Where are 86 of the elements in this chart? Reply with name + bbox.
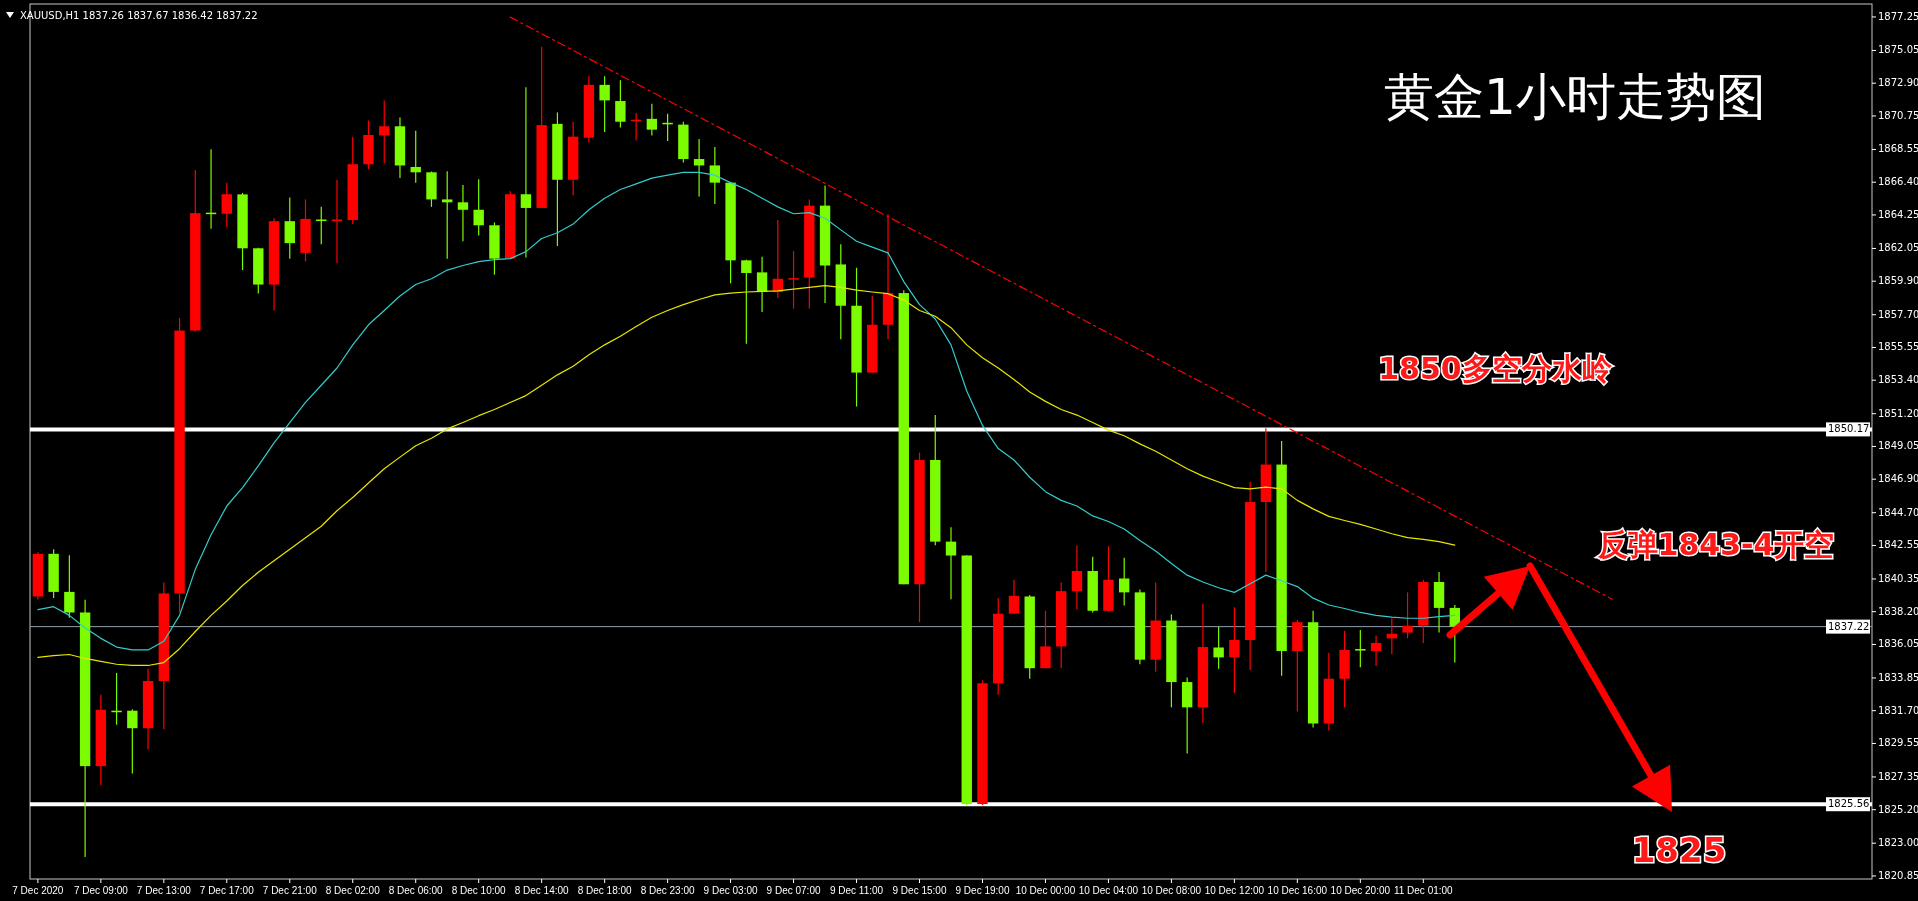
x-tick-label: 8 Dec 06:00 xyxy=(388,885,444,896)
y-tick-label: 1823.00 xyxy=(1878,837,1918,849)
ref-line-label: 1850.17 xyxy=(1828,423,1870,435)
x-tick-label: 7 Dec 17:00 xyxy=(199,885,255,896)
y-tick-label: 1842.55 xyxy=(1878,539,1918,551)
y-tick-label: 1838.20 xyxy=(1878,605,1918,617)
y-tick-label: 1868.55 xyxy=(1878,143,1918,155)
candlestick xyxy=(788,250,799,310)
candlestick xyxy=(1118,557,1130,607)
x-tick-label: 11 Dec 01:00 xyxy=(1393,885,1454,896)
y-tick-label: 1862.05 xyxy=(1878,242,1918,254)
x-tick-label: 9 Dec 03:00 xyxy=(703,885,758,896)
candlestick xyxy=(1008,579,1020,615)
candlestick xyxy=(1040,610,1051,669)
candlestick xyxy=(221,182,232,228)
candlestick xyxy=(1229,606,1240,694)
annotation: XAUUSD,H1 1837.26 1837.67 1836.42 1837.22 xyxy=(20,10,258,21)
y-tick-label: 1831.70 xyxy=(1878,704,1918,716)
candlestick xyxy=(1370,634,1382,667)
x-tick-label: 8 Dec 02:00 xyxy=(325,885,381,896)
y-tick-label: 1836.05 xyxy=(1878,638,1918,650)
y-tick-label: 1872.90 xyxy=(1878,77,1918,89)
candlestick xyxy=(520,86,532,259)
candlestick xyxy=(64,554,75,619)
x-tick-label: 7 Dec 09:00 xyxy=(73,885,129,896)
x-tick-label: 8 Dec 23:00 xyxy=(640,885,696,896)
x-tick-label: 9 Dec 19:00 xyxy=(955,885,1010,896)
x-tick-label: 9 Dec 11:00 xyxy=(829,885,884,896)
y-tick-label: 1859.90 xyxy=(1878,275,1918,287)
candlestick xyxy=(457,184,469,242)
x-tick-label: 10 Dec 16:00 xyxy=(1267,885,1328,896)
candlestick xyxy=(379,99,390,165)
x-tick-label: 10 Dec 12:00 xyxy=(1204,885,1265,896)
y-tick-label: 1846.90 xyxy=(1878,473,1918,485)
candlestick xyxy=(1402,591,1413,639)
candlestick xyxy=(646,103,658,137)
x-tick-label: 9 Dec 15:00 xyxy=(892,885,947,896)
x-tick-label: 7 Dec 21:00 xyxy=(262,885,318,896)
y-tick-label: 1829.55 xyxy=(1878,737,1918,749)
x-tick-label: 7 Dec 2020 xyxy=(12,885,64,896)
y-tick-label: 1851.20 xyxy=(1878,407,1918,419)
candlestick xyxy=(741,259,752,345)
y-tick-label: 1875.05 xyxy=(1878,44,1918,56)
y-tick-label: 1840.35 xyxy=(1878,572,1918,584)
candlestick xyxy=(127,708,138,775)
text: 黄金1小时走势图 xyxy=(1384,67,1766,126)
y-tick-label: 1844.70 xyxy=(1878,506,1918,518)
candlestick xyxy=(473,178,484,237)
annotation: 1850多空分水岭 xyxy=(1378,350,1613,386)
y-tick-label: 1825.20 xyxy=(1878,803,1918,815)
y-tick-label: 1877.25 xyxy=(1878,10,1918,22)
candlestick xyxy=(693,138,705,198)
annotation: 1825 xyxy=(1631,829,1727,870)
y-tick-label: 1866.40 xyxy=(1878,176,1918,188)
candlestick xyxy=(284,196,295,260)
candlestick xyxy=(599,75,610,133)
annotation: 反弹1843-4开空 xyxy=(1596,526,1835,562)
y-tick-label: 1853.40 xyxy=(1878,374,1918,386)
candlestick xyxy=(615,79,626,129)
x-tick-label: 7 Dec 13:00 xyxy=(136,885,192,896)
candlestick xyxy=(1213,626,1224,670)
y-tick-label: 1827.35 xyxy=(1878,770,1918,782)
x-tick-label: 10 Dec 04:00 xyxy=(1078,885,1139,896)
y-tick-label: 1870.75 xyxy=(1878,109,1918,121)
candlestick xyxy=(1355,629,1366,668)
candlestick xyxy=(1071,544,1083,611)
candlestick xyxy=(410,130,421,184)
x-tick-label: 8 Dec 14:00 xyxy=(514,885,570,896)
y-tick-label: 1855.55 xyxy=(1878,341,1918,353)
x-tick-label: 8 Dec 18:00 xyxy=(577,885,633,896)
candlestick xyxy=(442,170,453,260)
ref-line-label: 1837.22 xyxy=(1828,620,1870,632)
candlestick xyxy=(945,526,957,600)
candlestick xyxy=(709,146,721,205)
x-tick-label: 8 Dec 10:00 xyxy=(451,885,507,896)
y-tick-label: 1857.70 xyxy=(1878,308,1918,320)
x-tick-label: 10 Dec 08:00 xyxy=(1141,885,1202,896)
ref-line-label: 1825.56 xyxy=(1828,798,1870,810)
x-tick-label: 10 Dec 20:00 xyxy=(1330,885,1391,896)
y-tick-label: 1833.85 xyxy=(1878,671,1918,683)
x-tick-label: 9 Dec 07:00 xyxy=(766,885,821,896)
x-tick-label: 10 Dec 00:00 xyxy=(1015,885,1076,896)
candlestick xyxy=(756,256,768,313)
y-tick-label: 1849.05 xyxy=(1878,440,1918,452)
y-tick-label: 1864.25 xyxy=(1878,208,1918,220)
y-tick-label: 1820.85 xyxy=(1878,869,1918,881)
